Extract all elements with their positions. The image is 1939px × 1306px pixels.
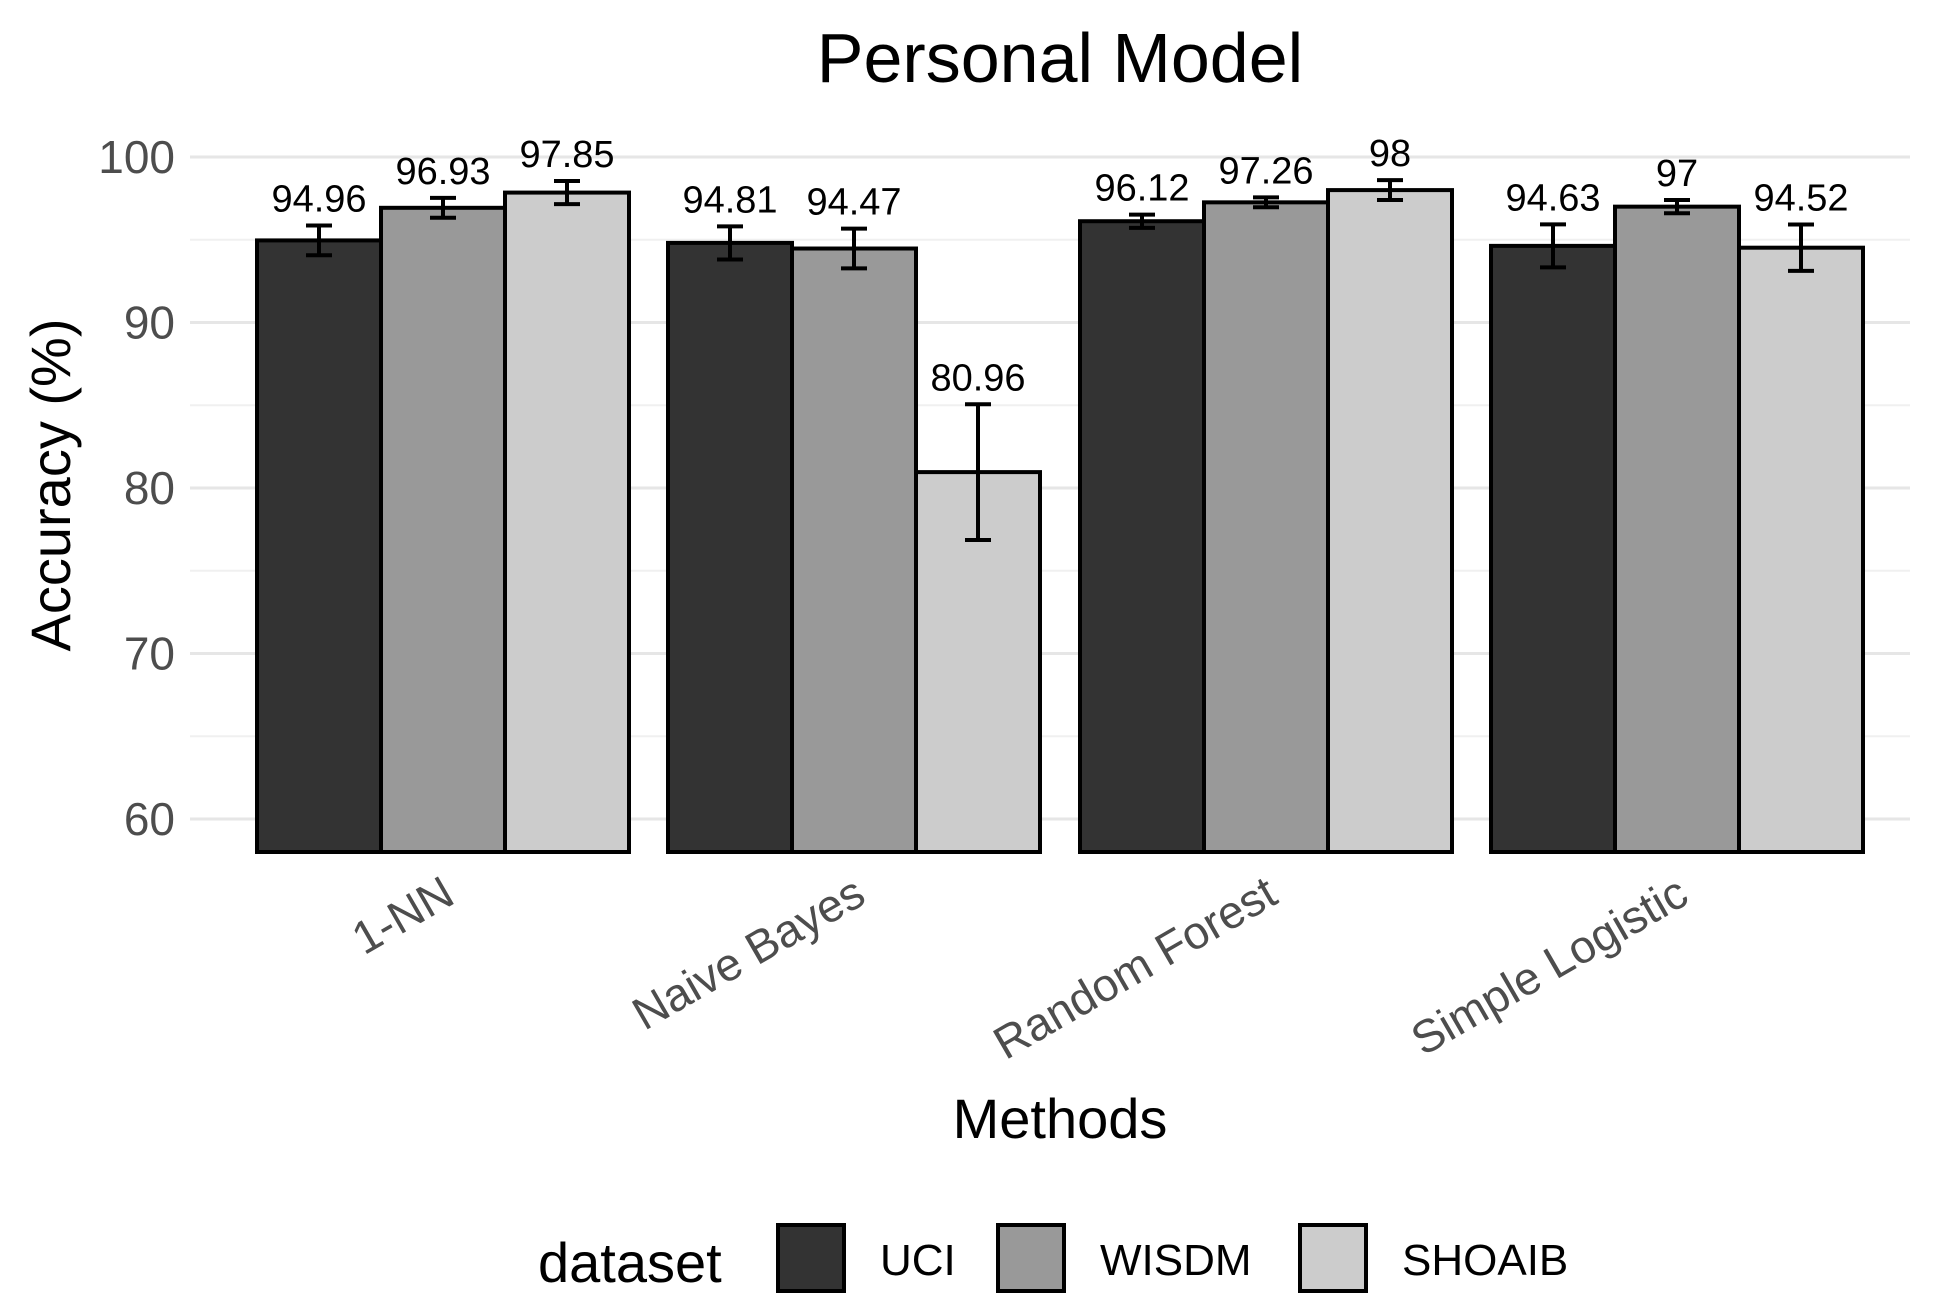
bar-shoaib-3 <box>1326 188 1454 855</box>
x-axis-category-labels: 1-NN Naive Bayes Random Forest Simple Logis… <box>343 866 1696 1070</box>
legend-label-shoaib: SHOAIB <box>1402 1236 1568 1285</box>
data-label: 80.96 <box>930 357 1025 399</box>
bar-wisdm-2 <box>790 246 918 855</box>
data-label: 94.81 <box>682 179 777 221</box>
data-label: 98 <box>1369 133 1411 175</box>
y-tick-label: 100 <box>98 131 175 183</box>
legend-label-wisdm: WISDM <box>1100 1236 1252 1285</box>
data-label: 94.47 <box>806 182 901 224</box>
data-labels-layer: 94.96 96.93 97.85 94.81 94.47 80.96 96.12 97.26… <box>271 133 1848 399</box>
bar-shoaib-4 <box>1737 245 1865 855</box>
data-label: 97 <box>1656 153 1698 195</box>
legend: dataset UCI WISDM SHOAIB <box>538 1223 1568 1294</box>
data-label: 96.93 <box>395 151 490 193</box>
category-label: Naive Bayes <box>623 866 873 1040</box>
bar-uci-4 <box>1489 243 1617 855</box>
bar-wisdm-1 <box>379 205 507 855</box>
category-label: Random Forest <box>984 866 1285 1070</box>
bar-shoaib-1 <box>503 190 631 854</box>
legend-items: UCI WISDM SHOAIB <box>776 1223 1568 1293</box>
data-label: 97.26 <box>1218 150 1313 192</box>
legend-swatch-wisdm <box>996 1223 1066 1293</box>
y-tick-label: 90 <box>124 297 175 349</box>
data-label: 97.85 <box>519 134 614 176</box>
y-tick-label: 80 <box>124 462 175 514</box>
y-tick-label: 70 <box>124 628 175 680</box>
chart-title: Personal Model <box>817 19 1303 97</box>
bar-wisdm-4 <box>1613 204 1741 854</box>
legend-label-uci: UCI <box>880 1236 956 1285</box>
error-bars-layer <box>306 178 1814 542</box>
bar-wisdm-3 <box>1202 200 1330 855</box>
y-axis-ticks: 60 70 80 90 100 <box>98 131 175 845</box>
y-axis-title: Accuracy (%) <box>19 319 82 652</box>
legend-swatch-uci <box>776 1223 846 1293</box>
bars-layer <box>255 188 1865 855</box>
category-label: Simple Logistic <box>1402 866 1696 1066</box>
legend-swatch-shoaib <box>1298 1223 1368 1293</box>
bar-uci-2 <box>666 240 794 855</box>
legend-title: dataset <box>538 1231 722 1294</box>
bar-uci-3 <box>1078 219 1206 855</box>
data-label: 94.63 <box>1505 177 1600 219</box>
data-label: 94.52 <box>1753 178 1848 220</box>
data-label: 96.12 <box>1094 168 1189 210</box>
y-tick-label: 60 <box>124 793 175 845</box>
data-label: 94.96 <box>271 179 366 221</box>
bar-uci-1 <box>255 238 383 855</box>
x-axis-title: Methods <box>953 1087 1168 1150</box>
category-label: 1-NN <box>343 866 462 965</box>
